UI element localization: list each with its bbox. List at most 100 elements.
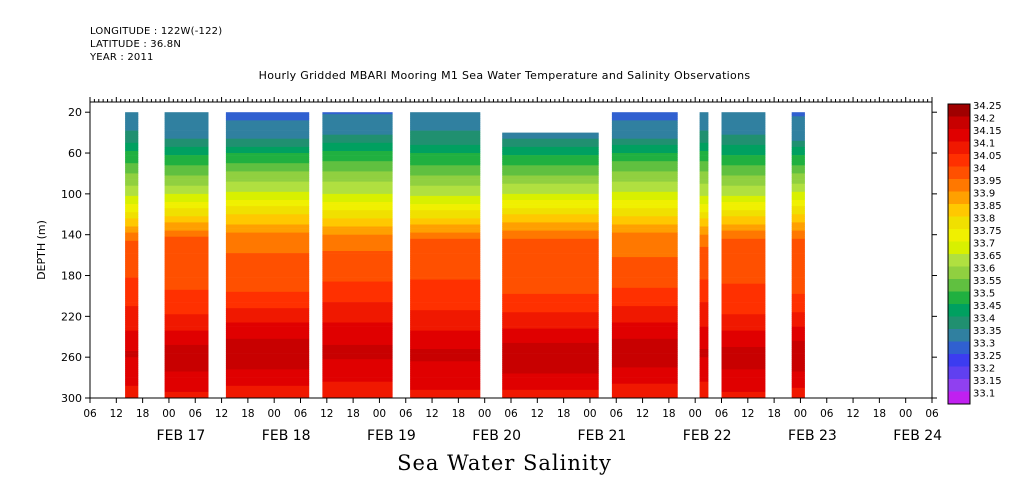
salinity-cell bbox=[611, 385, 678, 389]
salinity-cell bbox=[410, 224, 481, 227]
salinity-cell bbox=[611, 355, 678, 358]
salinity-cell bbox=[410, 138, 481, 142]
salinity-cell bbox=[410, 279, 481, 282]
salinity-cell bbox=[125, 173, 139, 176]
salinity-cell bbox=[322, 393, 393, 397]
salinity-cell bbox=[611, 228, 678, 231]
salinity-cell bbox=[791, 289, 805, 293]
salinity-cell bbox=[699, 185, 709, 189]
salinity-cell bbox=[502, 277, 599, 280]
salinity-cell bbox=[791, 163, 805, 166]
salinity-cell bbox=[791, 359, 805, 362]
y-tick-label: 140 bbox=[61, 229, 82, 242]
salinity-cell bbox=[791, 326, 805, 329]
salinity-cell bbox=[125, 369, 139, 372]
salinity-cell bbox=[791, 238, 805, 242]
salinity-cell bbox=[322, 281, 393, 284]
salinity-cell bbox=[410, 302, 481, 305]
salinity-cell bbox=[611, 314, 678, 317]
salinity-cell bbox=[791, 283, 805, 287]
salinity-cell bbox=[322, 267, 393, 270]
salinity-cell bbox=[125, 126, 139, 129]
salinity-cell bbox=[225, 326, 310, 329]
salinity-cell bbox=[611, 342, 678, 346]
salinity-cell bbox=[502, 251, 599, 254]
y-tick-label: 300 bbox=[61, 392, 82, 405]
salinity-cell bbox=[611, 206, 678, 209]
salinity-cell bbox=[410, 140, 481, 144]
salinity-cell bbox=[410, 351, 481, 354]
salinity-cell bbox=[791, 259, 805, 262]
salinity-cell bbox=[322, 191, 393, 195]
salinity-cell bbox=[164, 120, 209, 123]
salinity-cell bbox=[611, 138, 678, 142]
salinity-cell bbox=[502, 244, 599, 248]
salinity-cell bbox=[225, 338, 310, 342]
salinity-cell bbox=[721, 151, 766, 154]
salinity-cell bbox=[410, 391, 481, 395]
salinity-cell bbox=[164, 363, 209, 366]
x-day-label: FEB 17 bbox=[157, 428, 206, 444]
salinity-cell bbox=[791, 187, 805, 191]
salinity-cell bbox=[322, 136, 393, 140]
salinity-cell bbox=[125, 163, 139, 166]
salinity-cell bbox=[164, 316, 209, 319]
salinity-cell bbox=[721, 281, 766, 284]
salinity-cell bbox=[611, 136, 678, 140]
salinity-cell bbox=[791, 128, 805, 131]
salinity-cell bbox=[611, 238, 678, 242]
salinity-cell bbox=[721, 179, 766, 182]
salinity-cell bbox=[791, 318, 805, 321]
salinity-cell bbox=[721, 271, 766, 274]
salinity-cell bbox=[125, 153, 139, 156]
salinity-cell bbox=[791, 157, 805, 160]
salinity-cell bbox=[502, 169, 599, 172]
salinity-cell bbox=[125, 375, 139, 378]
salinity-cell bbox=[410, 206, 481, 209]
salinity-cell bbox=[125, 230, 139, 233]
salinity-cell bbox=[125, 187, 139, 191]
salinity-cell bbox=[699, 130, 709, 133]
salinity-cell bbox=[611, 387, 678, 391]
salinity-cell bbox=[791, 349, 805, 352]
salinity-cell bbox=[791, 220, 805, 223]
salinity-cell bbox=[225, 328, 310, 331]
salinity-cell bbox=[225, 261, 310, 264]
salinity-cell bbox=[721, 320, 766, 323]
salinity-cell bbox=[502, 155, 599, 158]
salinity-cell bbox=[721, 163, 766, 166]
salinity-cell bbox=[791, 257, 805, 260]
data-segment bbox=[721, 112, 766, 399]
salinity-cell bbox=[164, 185, 209, 189]
salinity-cell bbox=[322, 273, 393, 276]
salinity-cell bbox=[164, 155, 209, 158]
salinity-cell bbox=[164, 114, 209, 117]
salinity-cell bbox=[699, 324, 709, 327]
salinity-cell bbox=[502, 355, 599, 358]
salinity-cell bbox=[322, 249, 393, 252]
salinity-cell bbox=[322, 138, 393, 142]
salinity-cell bbox=[502, 289, 599, 293]
salinity-cell bbox=[164, 130, 209, 133]
salinity-cell bbox=[611, 279, 678, 282]
salinity-cell bbox=[410, 130, 481, 133]
salinity-cell bbox=[410, 171, 481, 174]
salinity-cell bbox=[410, 371, 481, 374]
colorbar-label: 33.1 bbox=[973, 389, 995, 400]
salinity-cell bbox=[125, 287, 139, 291]
salinity-cell bbox=[322, 263, 393, 266]
salinity-cell bbox=[225, 363, 310, 366]
salinity-cell bbox=[791, 218, 805, 221]
salinity-cell bbox=[125, 165, 139, 168]
salinity-cell bbox=[164, 289, 209, 293]
salinity-cell bbox=[164, 267, 209, 270]
salinity-cell bbox=[791, 144, 805, 148]
salinity-cell bbox=[699, 351, 709, 354]
salinity-cell bbox=[225, 375, 310, 378]
salinity-cell bbox=[225, 232, 310, 235]
salinity-cell bbox=[125, 204, 139, 207]
salinity-cell bbox=[699, 165, 709, 168]
x-hour-label: 18 bbox=[346, 408, 359, 420]
salinity-cell bbox=[611, 216, 678, 219]
salinity-cell bbox=[225, 179, 310, 182]
